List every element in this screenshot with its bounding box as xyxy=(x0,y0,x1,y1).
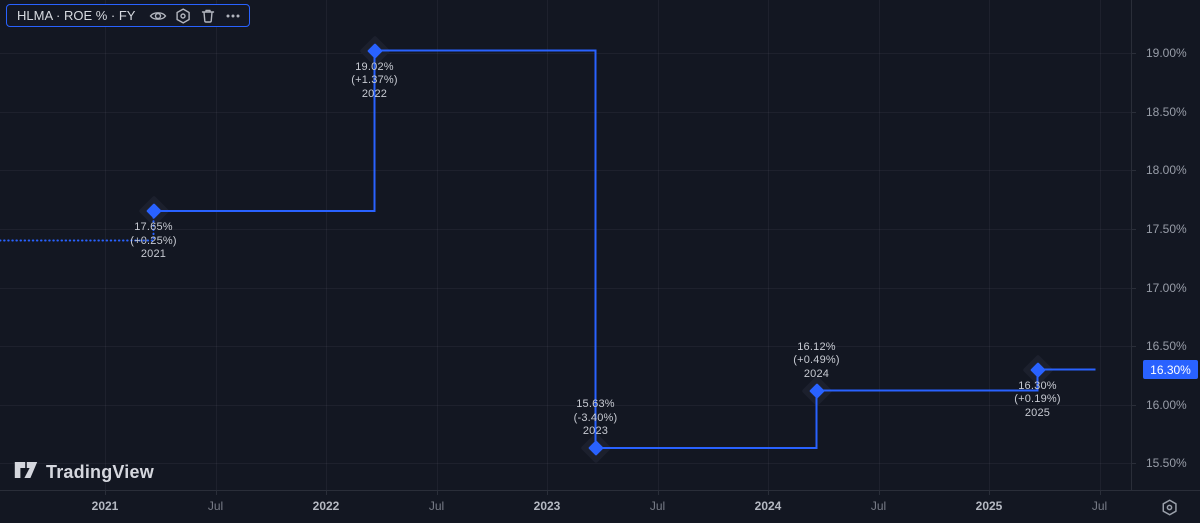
data-point-label: 15.63% (-3.40%) 2023 xyxy=(551,398,641,439)
data-point-label-line: 2025 xyxy=(1024,406,1051,419)
data-point-label-line: 2022 xyxy=(361,87,388,100)
v-gridline xyxy=(768,0,769,490)
v-gridline xyxy=(657,0,659,490)
chart-plot-area[interactable]: HLMA · ROE % · FY xyxy=(0,0,1131,490)
x-axis-label: 2024 xyxy=(754,499,782,513)
y-axis-tick xyxy=(1132,111,1136,113)
y-axis-label: 17.00% xyxy=(1146,280,1187,295)
time-axis[interactable]: 2021 Jul 2022 Jul 2023 Jul 2024 Jul 2025 Jul xyxy=(0,490,1200,523)
y-axis-label: 16.00% xyxy=(1146,397,1187,412)
v-gridline xyxy=(105,0,106,490)
x-axis-tick xyxy=(105,491,106,495)
v-gridline xyxy=(547,0,548,490)
v-gridline xyxy=(215,0,217,490)
data-point-label-line: (+0.19%) xyxy=(1014,393,1061,405)
data-point-label-line: 17.65% xyxy=(134,221,173,233)
x-axis-tick xyxy=(878,491,880,495)
price-axis[interactable]: 16.30% 19.00% 18.50% 18.00% 17.50% 17.00% 16.… xyxy=(1131,0,1200,490)
x-axis-label: Jul xyxy=(428,499,445,513)
x-axis-label: Jul xyxy=(1091,499,1108,513)
gear-icon xyxy=(174,7,192,25)
v-gridline xyxy=(436,0,438,490)
remove-indicator-button[interactable] xyxy=(195,5,220,26)
h-gridline xyxy=(0,287,1131,289)
y-axis-label: 17.50% xyxy=(1146,221,1187,236)
data-point-label-line: 2024 xyxy=(803,367,830,380)
indicator-settings-button[interactable] xyxy=(170,5,195,26)
x-axis-label: 2022 xyxy=(312,499,340,513)
h-gridline xyxy=(0,53,1131,54)
x-axis-label: 2021 xyxy=(91,499,119,513)
y-axis-label: 19.00% xyxy=(1146,46,1187,60)
legend-title[interactable]: HLMA · ROE % · FY xyxy=(17,8,136,23)
y-axis-label: 16.50% xyxy=(1146,339,1187,353)
h-gridline xyxy=(0,111,1131,113)
x-axis-tick xyxy=(1099,491,1101,495)
data-point-label-line: (+0.49%) xyxy=(793,354,840,366)
time-axis-settings-button[interactable] xyxy=(1157,495,1182,520)
data-point-label-line: 19.02% xyxy=(355,60,394,73)
data-point-label-line: 2023 xyxy=(582,425,609,437)
h-gridline xyxy=(0,346,1131,347)
x-axis-label: Jul xyxy=(649,499,666,513)
y-axis-tick xyxy=(1132,53,1136,54)
v-gridline xyxy=(1099,0,1101,490)
x-axis-label: Jul xyxy=(870,499,887,513)
data-point-label-line: 15.63% xyxy=(576,398,615,410)
data-point-label-line: (+1.37%) xyxy=(351,74,398,86)
y-axis-tick xyxy=(1132,346,1136,347)
y-axis-tick xyxy=(1132,170,1136,171)
step-line-chart[interactable] xyxy=(0,0,1131,490)
y-axis-tick xyxy=(1132,463,1136,464)
v-gridline xyxy=(326,0,327,490)
data-point-label-line: 16.30% xyxy=(1018,379,1057,392)
data-point-label-line: 16.12% xyxy=(797,340,836,353)
x-axis-label: 2023 xyxy=(533,499,561,513)
x-axis-tick xyxy=(657,491,659,495)
data-point-label-line: (+0.25%) xyxy=(130,234,177,247)
tradingview-logo[interactable]: TradingView xyxy=(14,458,154,487)
v-gridline xyxy=(989,0,990,490)
data-point-label: 16.12% (+0.49%) 2024 xyxy=(772,341,862,382)
data-point-label: 16.30% (+0.19%) 2025 xyxy=(993,380,1083,421)
x-axis-tick xyxy=(989,491,990,495)
v-gridline xyxy=(878,0,880,490)
tradingview-logo-text: TradingView xyxy=(46,462,154,482)
y-axis-tick xyxy=(1132,228,1136,230)
x-axis-tick xyxy=(326,491,327,495)
data-point-label-line: (-3.40%) xyxy=(573,411,618,424)
x-axis-tick xyxy=(215,491,217,495)
x-axis-tick xyxy=(768,491,769,495)
step-line-leadin xyxy=(0,210,155,242)
data-point-label-line: 2021 xyxy=(140,248,167,260)
trash-icon xyxy=(199,7,217,25)
legend-toolbar: HLMA · ROE % · FY xyxy=(6,4,251,27)
x-axis-label: Jul xyxy=(207,499,224,513)
x-axis-tick xyxy=(436,491,438,495)
tradingview-logo-icon xyxy=(14,458,38,487)
x-axis-label: 2025 xyxy=(975,499,1003,513)
y-axis-label: 18.50% xyxy=(1146,104,1187,119)
eye-icon xyxy=(149,7,167,25)
y-axis-tick xyxy=(1132,287,1136,289)
last-value-badge: 16.30% xyxy=(1143,360,1198,379)
visibility-toggle-button[interactable] xyxy=(145,5,170,26)
y-axis-tick xyxy=(1132,404,1136,406)
more-options-button[interactable] xyxy=(220,5,245,26)
y-axis-label: 15.50% xyxy=(1146,456,1187,470)
data-point-label: 19.02% (+1.37%) 2022 xyxy=(330,61,420,102)
data-point-label: 17.65% (+0.25%) 2021 xyxy=(109,221,199,262)
more-dots-icon xyxy=(224,7,242,25)
h-gridline xyxy=(0,170,1131,171)
y-axis-label: 18.00% xyxy=(1146,163,1187,177)
h-gridline xyxy=(0,404,1131,406)
h-gridline xyxy=(0,463,1131,464)
gear-icon xyxy=(1160,498,1179,517)
x-axis-tick xyxy=(547,491,548,495)
step-line-series[interactable] xyxy=(153,49,1096,449)
h-gridline xyxy=(0,228,1131,230)
